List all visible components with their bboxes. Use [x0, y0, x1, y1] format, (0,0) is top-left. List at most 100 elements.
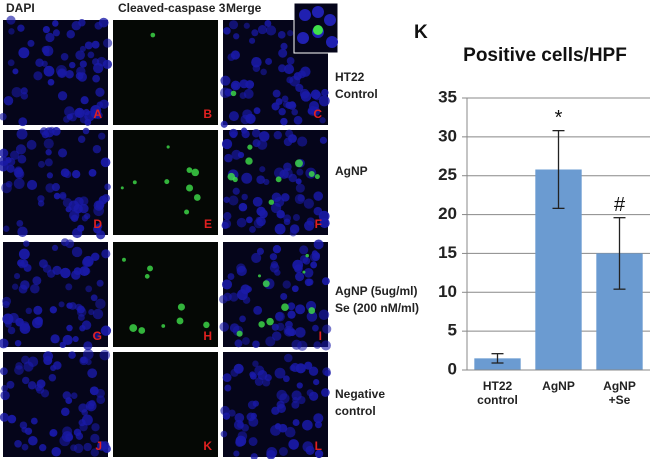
- nucleus: [78, 18, 86, 27]
- nucleus: [296, 382, 303, 389]
- nucleus: [297, 395, 306, 405]
- nucleus: [228, 195, 239, 206]
- nucleus: [20, 280, 30, 290]
- nucleus: [71, 246, 83, 258]
- nucleus: [263, 178, 270, 186]
- micrograph: [219, 239, 332, 351]
- nucleus: [73, 428, 82, 437]
- nucleus: [238, 202, 248, 212]
- nucleus: [65, 283, 73, 291]
- nucleus: [241, 129, 250, 139]
- column-header: Merge: [226, 1, 262, 15]
- nucleus: [284, 64, 295, 75]
- nucleus: [252, 196, 263, 207]
- nucleus: [26, 179, 38, 191]
- nucleus: [60, 168, 70, 178]
- nucleus: [303, 198, 315, 209]
- micrograph: [220, 16, 330, 128]
- nucleus: [91, 252, 100, 262]
- nucleus: [1, 182, 12, 194]
- nucleus: [220, 120, 228, 128]
- nucleus: [59, 341, 66, 349]
- nucleus: [1, 385, 8, 392]
- nucleus: [57, 91, 68, 101]
- nucleus: [104, 183, 111, 191]
- nucleus: [266, 450, 276, 459]
- x-tick-label: HT22 control: [477, 379, 518, 407]
- y-tick-label: 5: [448, 321, 457, 340]
- nucleus: [101, 249, 111, 259]
- micrograph: [113, 20, 218, 125]
- nucleus: [85, 359, 92, 366]
- annotation: #: [614, 194, 626, 216]
- apoptotic-cell: [184, 209, 190, 215]
- nucleus: [251, 129, 261, 138]
- nucleus: [0, 367, 8, 376]
- nucleus: [47, 78, 55, 86]
- nucleus: [60, 238, 69, 247]
- nucleus: [280, 117, 288, 126]
- nucleus: [251, 252, 262, 263]
- nucleus: [280, 293, 288, 301]
- nucleus: [92, 74, 101, 83]
- nucleus: [233, 419, 244, 430]
- nucleus: [55, 64, 67, 76]
- nucleus: [25, 307, 33, 315]
- nucleus: [102, 59, 113, 70]
- nucleus: [83, 341, 93, 351]
- nucleus: [35, 58, 44, 67]
- nucleus: [272, 89, 281, 98]
- nucleus: [289, 224, 300, 234]
- row-label: Negative: [335, 387, 385, 401]
- nucleus: [286, 328, 295, 336]
- nucleus: [260, 68, 267, 76]
- nucleus: [271, 406, 280, 415]
- nucleus: [243, 22, 250, 29]
- nucleus: [100, 157, 111, 168]
- nucleus: [280, 42, 288, 50]
- nucleus: [287, 310, 296, 319]
- nucleus: [318, 95, 330, 107]
- nucleus: [302, 441, 314, 453]
- nucleus: [44, 158, 53, 167]
- nucleus: [295, 178, 302, 185]
- nucleus: [235, 435, 247, 447]
- nucleus: [45, 183, 55, 193]
- nucleus: [274, 423, 282, 430]
- nucleus: [287, 30, 294, 37]
- inset-apoptotic: [313, 25, 323, 35]
- row-label: Control: [335, 87, 378, 101]
- nucleus: [282, 280, 291, 289]
- inset-nucleus: [297, 32, 309, 44]
- nucleus: [23, 240, 30, 247]
- nucleus: [312, 91, 322, 101]
- nucleus: [278, 64, 287, 73]
- nucleus: [43, 355, 53, 366]
- nucleus: [30, 284, 40, 294]
- nucleus: [252, 64, 261, 72]
- nucleus: [243, 88, 254, 99]
- nucleus: [230, 368, 239, 377]
- nucleus: [88, 399, 96, 407]
- nucleus: [222, 412, 231, 420]
- nucleus: [232, 187, 240, 195]
- apoptotic-cell: [281, 303, 289, 312]
- nucleus: [239, 79, 249, 89]
- nucleus: [62, 334, 73, 346]
- nucleus: [49, 429, 58, 437]
- nucleus: [43, 50, 50, 57]
- nucleus: [289, 75, 301, 87]
- nucleus: [6, 15, 16, 25]
- apoptotic-cell: [120, 186, 124, 190]
- nucleus: [15, 317, 24, 327]
- apoptotic-cell: [161, 324, 166, 328]
- nucleus: [77, 224, 85, 232]
- nucleus: [220, 430, 228, 438]
- nucleus: [66, 29, 75, 39]
- nucleus: [245, 286, 252, 293]
- panel-letter: F: [315, 217, 322, 231]
- nucleus: [72, 335, 79, 343]
- nucleus: [103, 38, 113, 48]
